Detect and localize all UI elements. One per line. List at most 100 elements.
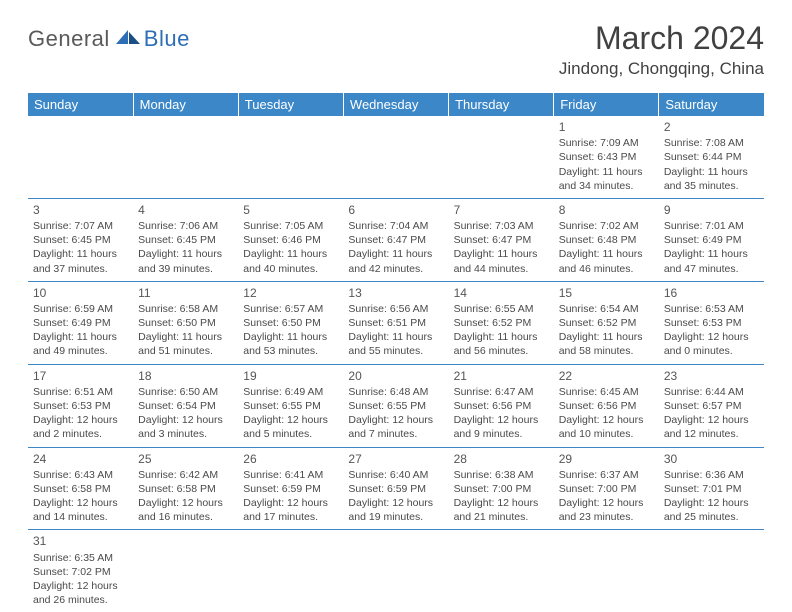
calendar-cell: 14Sunrise: 6:55 AMSunset: 6:52 PMDayligh… <box>449 281 554 364</box>
sunset-line: Sunset: 6:52 PM <box>454 316 549 330</box>
sunset-line: Sunset: 6:49 PM <box>664 233 759 247</box>
sunrise-line: Sunrise: 6:51 AM <box>33 385 128 399</box>
daylight-line: Daylight: 11 hours and 56 minutes. <box>454 330 549 358</box>
calendar-cell <box>343 116 448 198</box>
daylight-line: Daylight: 12 hours and 10 minutes. <box>559 413 654 441</box>
daylight-line: Daylight: 12 hours and 12 minutes. <box>664 413 759 441</box>
sunrise-line: Sunrise: 7:03 AM <box>454 219 549 233</box>
daylight-line: Daylight: 12 hours and 5 minutes. <box>243 413 338 441</box>
day-number: 30 <box>664 451 759 467</box>
daylight-line: Daylight: 12 hours and 14 minutes. <box>33 496 128 524</box>
sunrise-line: Sunrise: 6:40 AM <box>348 468 443 482</box>
day-number: 12 <box>243 285 338 301</box>
calendar-body: 1Sunrise: 7:09 AMSunset: 6:43 PMDaylight… <box>28 116 764 612</box>
calendar-cell <box>238 530 343 612</box>
sunset-line: Sunset: 6:53 PM <box>33 399 128 413</box>
sunrise-line: Sunrise: 7:07 AM <box>33 219 128 233</box>
sunset-line: Sunset: 6:47 PM <box>348 233 443 247</box>
calendar-cell: 6Sunrise: 7:04 AMSunset: 6:47 PMDaylight… <box>343 198 448 281</box>
sunset-line: Sunset: 6:58 PM <box>138 482 233 496</box>
calendar-cell: 26Sunrise: 6:41 AMSunset: 6:59 PMDayligh… <box>238 447 343 530</box>
month-title: March 2024 <box>559 20 764 57</box>
daylight-line: Daylight: 12 hours and 23 minutes. <box>559 496 654 524</box>
sunset-line: Sunset: 6:55 PM <box>243 399 338 413</box>
sunrise-line: Sunrise: 7:08 AM <box>664 136 759 150</box>
sunrise-line: Sunrise: 6:55 AM <box>454 302 549 316</box>
sunset-line: Sunset: 6:59 PM <box>243 482 338 496</box>
sunset-line: Sunset: 6:51 PM <box>348 316 443 330</box>
daylight-line: Daylight: 11 hours and 53 minutes. <box>243 330 338 358</box>
calendar-cell <box>659 530 764 612</box>
daylight-line: Daylight: 11 hours and 35 minutes. <box>664 165 759 193</box>
day-number: 22 <box>559 368 654 384</box>
calendar-cell: 9Sunrise: 7:01 AMSunset: 6:49 PMDaylight… <box>659 198 764 281</box>
weekday-header: Monday <box>133 93 238 116</box>
calendar-header-row: SundayMondayTuesdayWednesdayThursdayFrid… <box>28 93 764 116</box>
day-number: 6 <box>348 202 443 218</box>
sunrise-line: Sunrise: 6:58 AM <box>138 302 233 316</box>
sunset-line: Sunset: 6:55 PM <box>348 399 443 413</box>
sunrise-line: Sunrise: 6:56 AM <box>348 302 443 316</box>
calendar-table: SundayMondayTuesdayWednesdayThursdayFrid… <box>28 93 764 612</box>
day-number: 4 <box>138 202 233 218</box>
day-number: 1 <box>559 119 654 135</box>
weekday-header: Saturday <box>659 93 764 116</box>
calendar-cell: 27Sunrise: 6:40 AMSunset: 6:59 PMDayligh… <box>343 447 448 530</box>
daylight-line: Daylight: 11 hours and 40 minutes. <box>243 247 338 275</box>
sunset-line: Sunset: 6:59 PM <box>348 482 443 496</box>
calendar-cell: 18Sunrise: 6:50 AMSunset: 6:54 PMDayligh… <box>133 364 238 447</box>
sunrise-line: Sunrise: 6:35 AM <box>33 551 128 565</box>
daylight-line: Daylight: 12 hours and 0 minutes. <box>664 330 759 358</box>
sunset-line: Sunset: 6:57 PM <box>664 399 759 413</box>
sunrise-line: Sunrise: 6:48 AM <box>348 385 443 399</box>
day-number: 3 <box>33 202 128 218</box>
calendar-cell: 17Sunrise: 6:51 AMSunset: 6:53 PMDayligh… <box>28 364 133 447</box>
calendar-cell: 23Sunrise: 6:44 AMSunset: 6:57 PMDayligh… <box>659 364 764 447</box>
daylight-line: Daylight: 12 hours and 7 minutes. <box>348 413 443 441</box>
daylight-line: Daylight: 11 hours and 44 minutes. <box>454 247 549 275</box>
calendar-cell <box>449 530 554 612</box>
sunset-line: Sunset: 6:58 PM <box>33 482 128 496</box>
weekday-header: Sunday <box>28 93 133 116</box>
header: General Blue March 2024 Jindong, Chongqi… <box>28 20 764 79</box>
day-number: 19 <box>243 368 338 384</box>
daylight-line: Daylight: 11 hours and 55 minutes. <box>348 330 443 358</box>
sunrise-line: Sunrise: 6:47 AM <box>454 385 549 399</box>
weekday-header: Wednesday <box>343 93 448 116</box>
sunset-line: Sunset: 7:02 PM <box>33 565 128 579</box>
sunset-line: Sunset: 6:50 PM <box>138 316 233 330</box>
daylight-line: Daylight: 12 hours and 17 minutes. <box>243 496 338 524</box>
logo-text-general: General <box>28 26 110 52</box>
daylight-line: Daylight: 12 hours and 3 minutes. <box>138 413 233 441</box>
calendar-cell <box>133 530 238 612</box>
sunset-line: Sunset: 6:52 PM <box>559 316 654 330</box>
weekday-header: Friday <box>554 93 659 116</box>
location: Jindong, Chongqing, China <box>559 59 764 79</box>
daylight-line: Daylight: 11 hours and 51 minutes. <box>138 330 233 358</box>
day-number: 28 <box>454 451 549 467</box>
day-number: 20 <box>348 368 443 384</box>
day-number: 17 <box>33 368 128 384</box>
daylight-line: Daylight: 11 hours and 37 minutes. <box>33 247 128 275</box>
day-number: 16 <box>664 285 759 301</box>
day-number: 7 <box>454 202 549 218</box>
daylight-line: Daylight: 11 hours and 46 minutes. <box>559 247 654 275</box>
calendar-cell: 30Sunrise: 6:36 AMSunset: 7:01 PMDayligh… <box>659 447 764 530</box>
sunset-line: Sunset: 6:47 PM <box>454 233 549 247</box>
calendar-cell <box>343 530 448 612</box>
day-number: 11 <box>138 285 233 301</box>
sunset-line: Sunset: 6:46 PM <box>243 233 338 247</box>
day-number: 15 <box>559 285 654 301</box>
day-number: 14 <box>454 285 549 301</box>
daylight-line: Daylight: 11 hours and 39 minutes. <box>138 247 233 275</box>
calendar-cell <box>238 116 343 198</box>
day-number: 5 <box>243 202 338 218</box>
day-number: 18 <box>138 368 233 384</box>
sunrise-line: Sunrise: 7:04 AM <box>348 219 443 233</box>
day-number: 25 <box>138 451 233 467</box>
daylight-line: Daylight: 11 hours and 34 minutes. <box>559 165 654 193</box>
day-number: 21 <box>454 368 549 384</box>
calendar-cell: 3Sunrise: 7:07 AMSunset: 6:45 PMDaylight… <box>28 198 133 281</box>
day-number: 10 <box>33 285 128 301</box>
daylight-line: Daylight: 11 hours and 42 minutes. <box>348 247 443 275</box>
